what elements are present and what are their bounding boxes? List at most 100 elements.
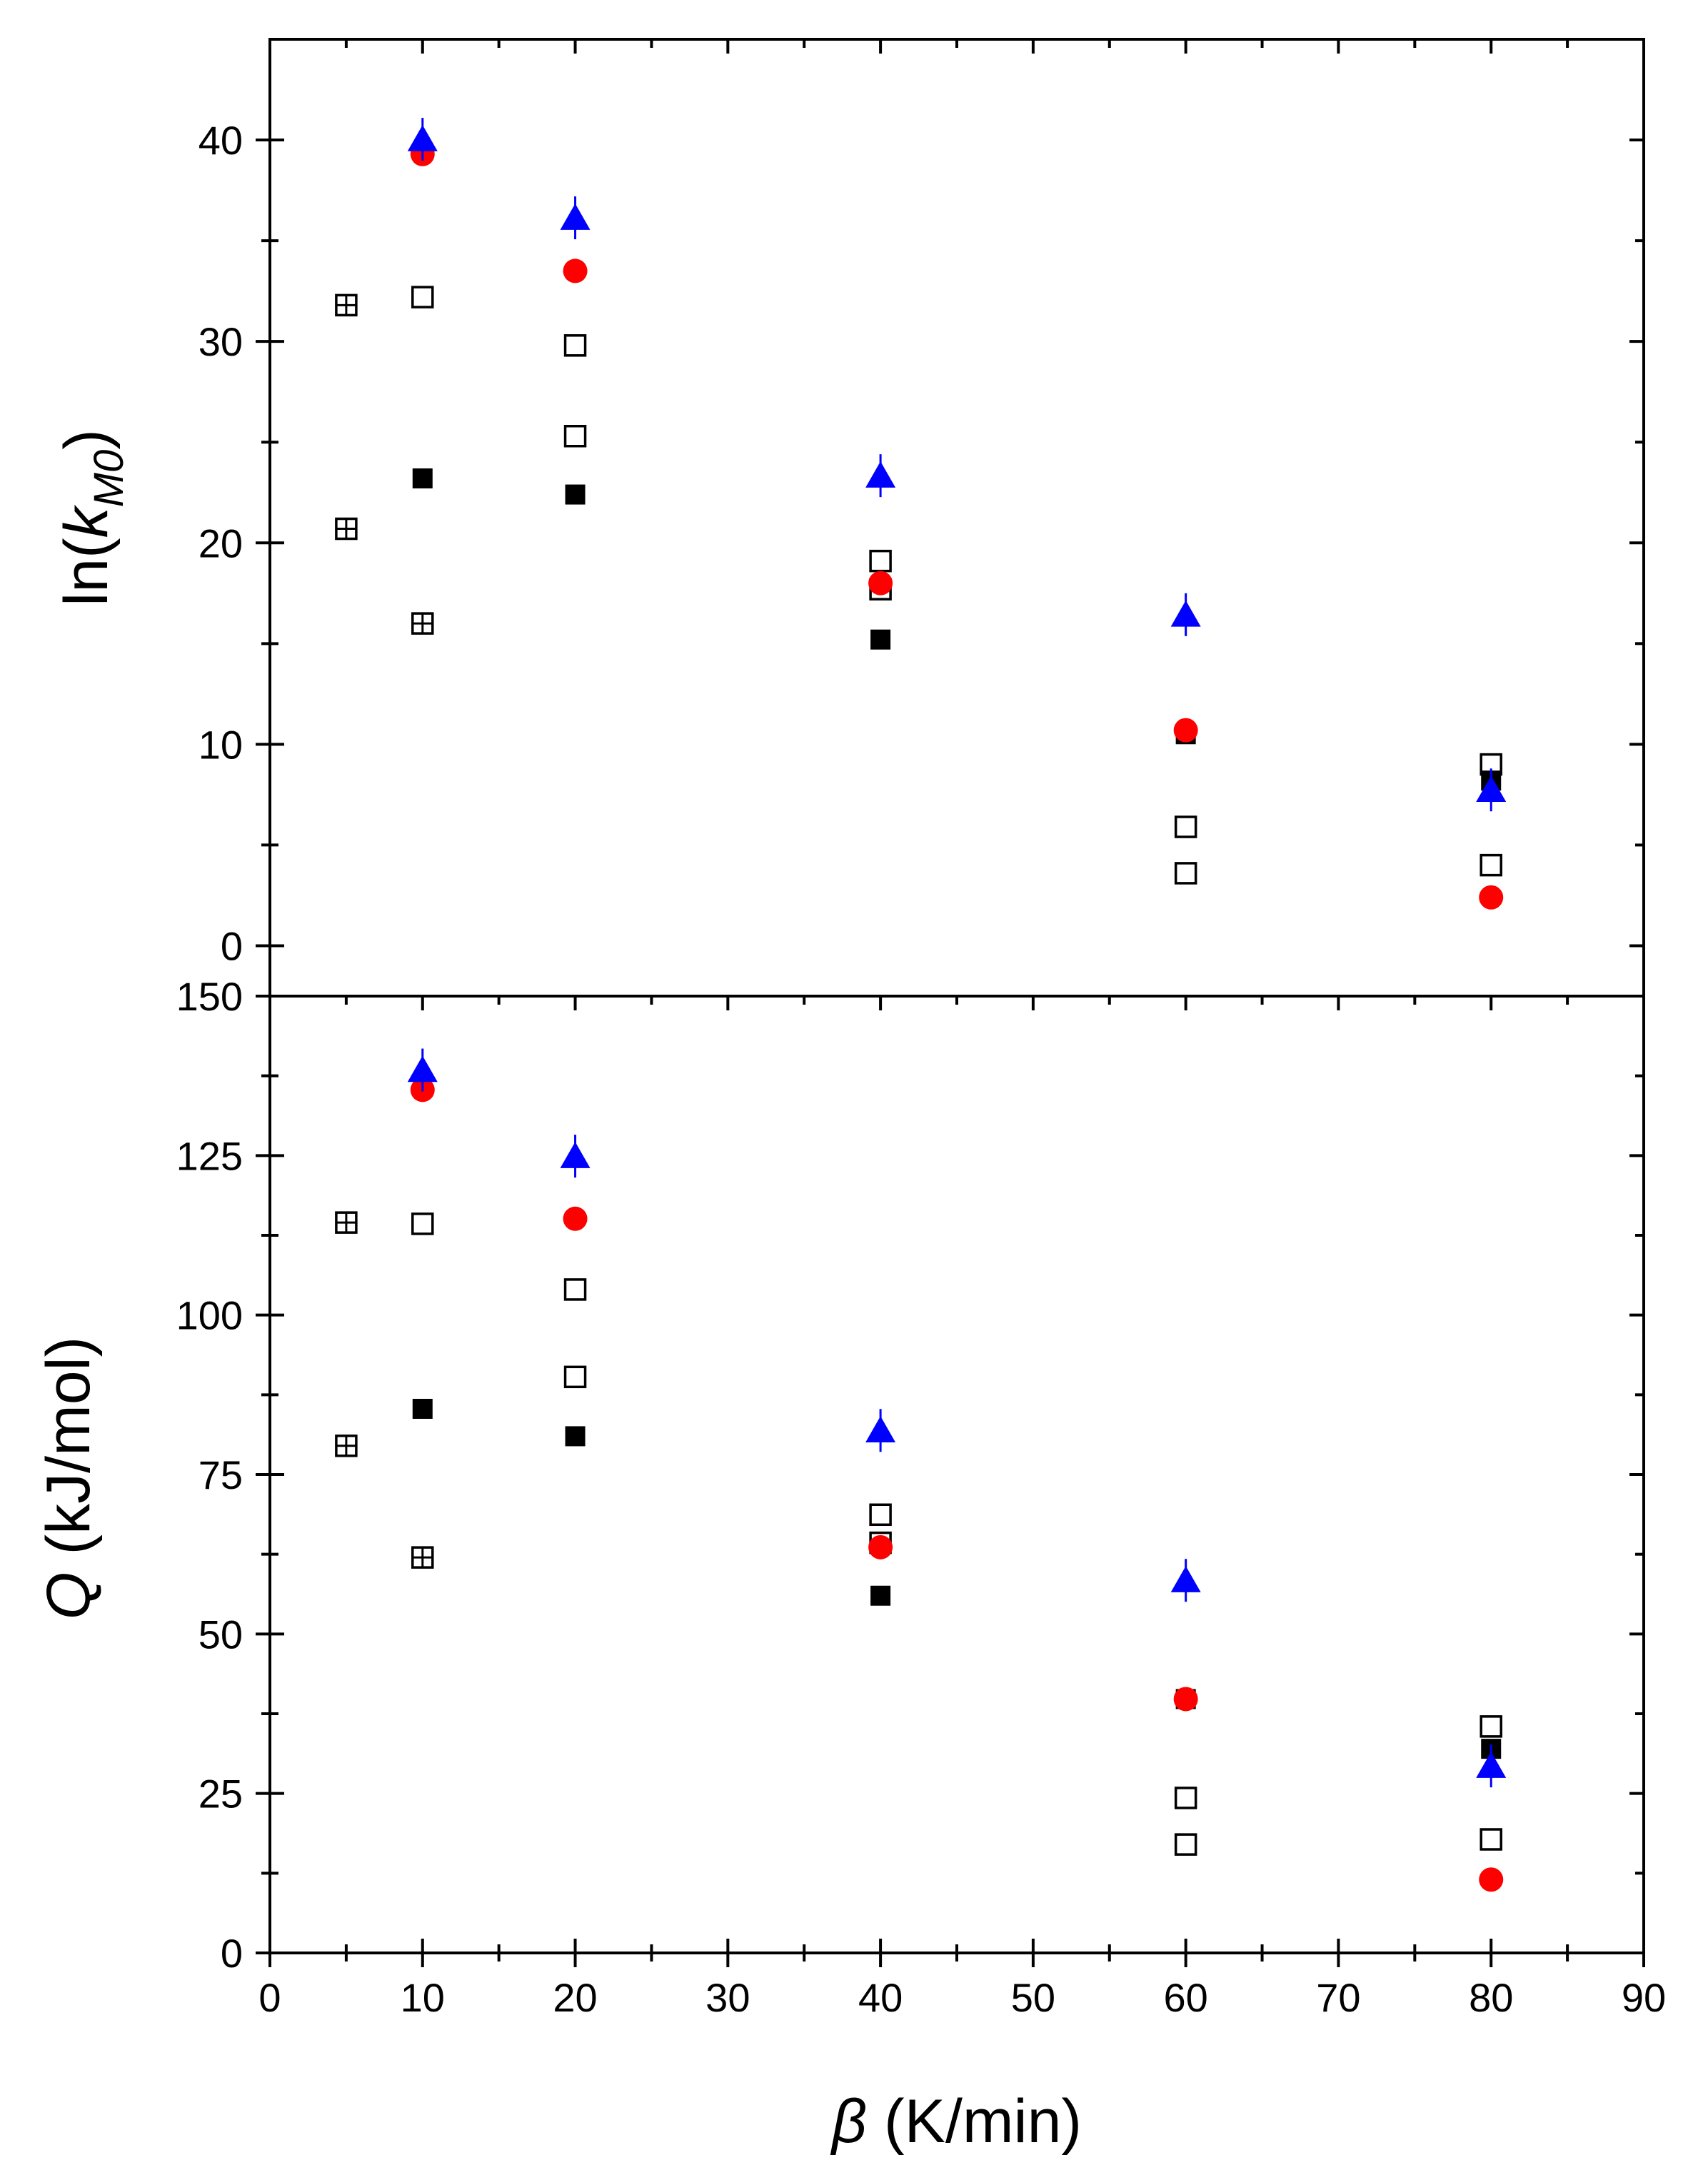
point-grid-square [411, 612, 434, 635]
marker-circle [1479, 1867, 1504, 1892]
top-panel-tick-labels: 0 10 20 30 40 [199, 118, 243, 968]
marker-square [1174, 862, 1197, 885]
top-y-axis-variable: k [52, 504, 121, 538]
point-blue-triangle [865, 454, 896, 498]
point-open-square [1174, 1833, 1197, 1856]
y-tick-label: 0 [221, 1931, 243, 1976]
point-grid-square [335, 517, 358, 541]
bottom-panel-tick-labels: 0 25 50 75 100 125 150 0 10 20 30 40 50 60 70 80 90 [176, 974, 1667, 2020]
marker-circle [563, 258, 588, 283]
marker-square [869, 549, 892, 573]
point-filled-square [412, 1398, 433, 1419]
y-tick-label: 20 [199, 521, 243, 566]
point-open-square [1174, 815, 1197, 838]
y-tick-label: 40 [199, 118, 243, 163]
point-open-square [563, 424, 587, 448]
point-blue-triangle [560, 1135, 591, 1178]
point-blue-triangle [1170, 1559, 1201, 1602]
point-filled-square [565, 1426, 586, 1447]
point-open-square [1480, 1715, 1502, 1738]
bottom-y-axis-title: Q (kJ/mol) [34, 1337, 103, 1620]
marker-square [869, 1503, 892, 1527]
point-filled-square [870, 629, 891, 650]
marker-square [563, 1278, 587, 1301]
y-tick-label: 150 [176, 974, 243, 1019]
point-open-square [869, 1503, 892, 1527]
top-panel-markers [335, 118, 1507, 910]
y-tick-label: 100 [176, 1293, 243, 1338]
marker-square [1480, 1828, 1502, 1851]
marker-square [411, 1212, 434, 1235]
marker-square-filled [412, 468, 433, 488]
point-filled-square [565, 484, 586, 505]
point-open-square [1174, 862, 1197, 885]
x-tick-label: 80 [1469, 1975, 1513, 2020]
point-filled-square [412, 468, 433, 488]
bottom-panel: 0 25 50 75 100 125 150 0 10 20 30 40 50 60 70 80 90 Q (k… [34, 974, 1666, 2020]
point-open-square [1174, 1787, 1197, 1809]
point-grid-square [335, 293, 358, 317]
point-blue-triangle [1476, 768, 1507, 812]
marker-square [411, 286, 434, 308]
point-blue-triangle [1170, 593, 1201, 636]
marker-circle [1479, 885, 1504, 910]
point-open-square [869, 549, 892, 573]
bottom-panel-frame [268, 995, 1645, 1954]
point-red-circle [563, 258, 588, 283]
x-tick-label: 20 [553, 1975, 597, 2020]
marker-circle [1173, 1687, 1198, 1712]
point-blue-triangle [560, 196, 591, 240]
x-tick-label: 50 [1011, 1975, 1055, 2020]
y-tick-label: 10 [199, 722, 243, 767]
bottom-panel-markers [335, 1048, 1507, 1892]
point-open-square [411, 1212, 434, 1235]
point-open-square [411, 286, 434, 308]
y-tick-label: 50 [199, 1612, 243, 1657]
x-tick-label: 70 [1316, 1975, 1360, 2020]
marker-square [563, 1365, 587, 1389]
top-panel-ticks [256, 39, 1645, 948]
point-open-square [1480, 853, 1502, 877]
marker-square [563, 334, 587, 357]
point-red-circle [868, 1534, 893, 1559]
marker-circle [868, 571, 893, 596]
x-axis-suffix: (K/min) [867, 2087, 1082, 2156]
y-tick-label: 25 [199, 1772, 243, 1817]
marker-square-filled [412, 1398, 433, 1419]
top-y-axis-prefix: ln( [52, 538, 121, 606]
bottom-y-axis-variable: Q [34, 1572, 103, 1619]
point-red-circle [1479, 1867, 1504, 1892]
bottom-y-axis-suffix: (kJ/mol) [34, 1337, 103, 1572]
marker-square [1174, 1787, 1197, 1809]
top-panel: 0 10 20 30 40 ln(kM0) [52, 38, 1645, 998]
point-red-circle [563, 1206, 588, 1231]
x-axis-variable: β [830, 2087, 867, 2156]
point-open-square [563, 1365, 587, 1389]
y-tick-label: 125 [176, 1133, 243, 1178]
y-tick-label: 30 [199, 319, 243, 364]
bottom-panel-ticks [256, 995, 1645, 1967]
marker-square [1480, 1715, 1502, 1738]
point-red-circle [1173, 1687, 1198, 1712]
marker-square-filled [565, 1426, 586, 1447]
marker-square [563, 424, 587, 448]
point-grid-square [411, 1546, 434, 1569]
x-axis-title: β (K/min) [830, 2087, 1082, 2156]
y-tick-label: 0 [221, 923, 243, 968]
marker-circle [1173, 718, 1198, 743]
marker-circle [868, 1534, 893, 1559]
point-red-circle [1479, 885, 1504, 910]
x-tick-label: 40 [858, 1975, 903, 2020]
point-red-circle [868, 571, 893, 596]
point-filled-square [870, 1585, 891, 1606]
marker-square [1174, 815, 1197, 838]
point-blue-triangle [407, 1048, 438, 1092]
x-tick-label: 30 [705, 1975, 750, 2020]
point-open-square [1480, 1828, 1502, 1851]
point-blue-triangle [865, 1409, 896, 1452]
point-grid-square [335, 1435, 358, 1457]
point-grid-square [335, 1211, 358, 1234]
marker-square-filled [870, 629, 891, 650]
marker-circle [563, 1206, 588, 1231]
